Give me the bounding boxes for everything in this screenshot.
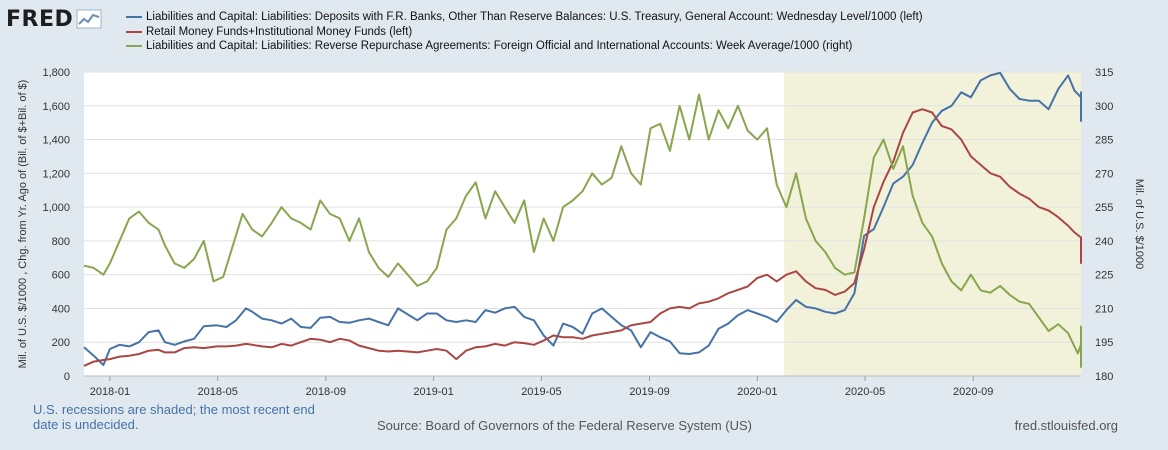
site-link[interactable]: fred.stlouisfed.org — [1014, 418, 1118, 433]
legend-item-money-funds[interactable]: Retail Money Funds+Institutional Money F… — [126, 25, 923, 40]
trend-chart-icon — [76, 9, 102, 29]
y-tick-left: 1,800 — [42, 67, 70, 79]
y-tick-right: 300 — [1095, 101, 1113, 113]
x-tick-label: 2020-01 — [737, 386, 777, 398]
y-tick-right: 285 — [1095, 135, 1113, 147]
legend-item-treasury[interactable]: Liabilities and Capital: Liabilities: De… — [126, 10, 923, 25]
x-tick-label: 2019-01 — [413, 386, 453, 398]
y-tick-left: 600 — [52, 270, 70, 282]
y-tick-right: 225 — [1095, 270, 1113, 282]
y-tick-right: 210 — [1095, 303, 1113, 315]
series-line-0[interactable] — [83, 71, 1082, 366]
series-line-2[interactable] — [83, 93, 1082, 368]
series-line-1[interactable] — [83, 108, 1082, 367]
y-axis-right-label: Mil. of U.S. $/1000 — [1133, 179, 1145, 270]
y-tick-left: 200 — [52, 337, 70, 349]
legend-swatch — [126, 16, 142, 19]
y-tick-left: 1,400 — [42, 135, 70, 147]
legend-swatch — [126, 45, 142, 48]
x-tick-label: 2019-09 — [629, 386, 669, 398]
y-tick-right: 315 — [1095, 67, 1113, 79]
y-tick-right: 180 — [1095, 371, 1113, 383]
x-tick-label: 2020-05 — [845, 386, 885, 398]
y-tick-right: 255 — [1095, 202, 1113, 214]
y-tick-left: 1,000 — [42, 202, 70, 214]
x-tick-label: 2018-05 — [198, 386, 238, 398]
line-chart[interactable]: 0 180 200 195 400 210 600 225 800 240 1,000 255 1,20… — [0, 0, 1168, 400]
x-tick-label: 2018-09 — [306, 386, 346, 398]
fred-logo[interactable]: FRED — [6, 4, 102, 34]
y-tick-left: 1,200 — [42, 168, 70, 180]
legend-label: Retail Money Funds+Institutional Money F… — [146, 25, 413, 38]
x-tick-label: 2018-01 — [90, 386, 130, 398]
y-tick-left: 800 — [52, 236, 70, 248]
y-tick-left: 1,600 — [42, 101, 70, 113]
legend-item-reverse-repo[interactable]: Liabilities and Capital: Liabilities: Re… — [126, 39, 923, 54]
y-tick-right: 195 — [1095, 337, 1113, 349]
legend-label: Liabilities and Capital: Liabilities: De… — [146, 11, 923, 23]
x-tick-label: 2019-05 — [521, 386, 561, 398]
source-text: Source: Board of Governors of the Federa… — [377, 418, 752, 433]
y-tick-right: 240 — [1095, 236, 1113, 248]
legend-swatch — [126, 30, 142, 33]
recession-note: U.S. recessions are shaded; the most rec… — [33, 402, 315, 432]
y-tick-left: 400 — [52, 303, 70, 315]
legend-label: Liabilities and Capital: Liabilities: Re… — [146, 40, 853, 52]
y-tick-left: 0 — [64, 371, 70, 383]
x-tick-label: 2020-09 — [953, 386, 993, 398]
y-tick-right: 270 — [1095, 168, 1113, 180]
y-axis-left-label: Mil. of U.S. $/1000 , Chg. from Yr. Ago … — [17, 80, 29, 369]
logo-text: FRED — [6, 6, 74, 32]
chart-legend: Liabilities and Capital: Liabilities: De… — [126, 10, 923, 54]
recession-shade — [784, 72, 1081, 376]
